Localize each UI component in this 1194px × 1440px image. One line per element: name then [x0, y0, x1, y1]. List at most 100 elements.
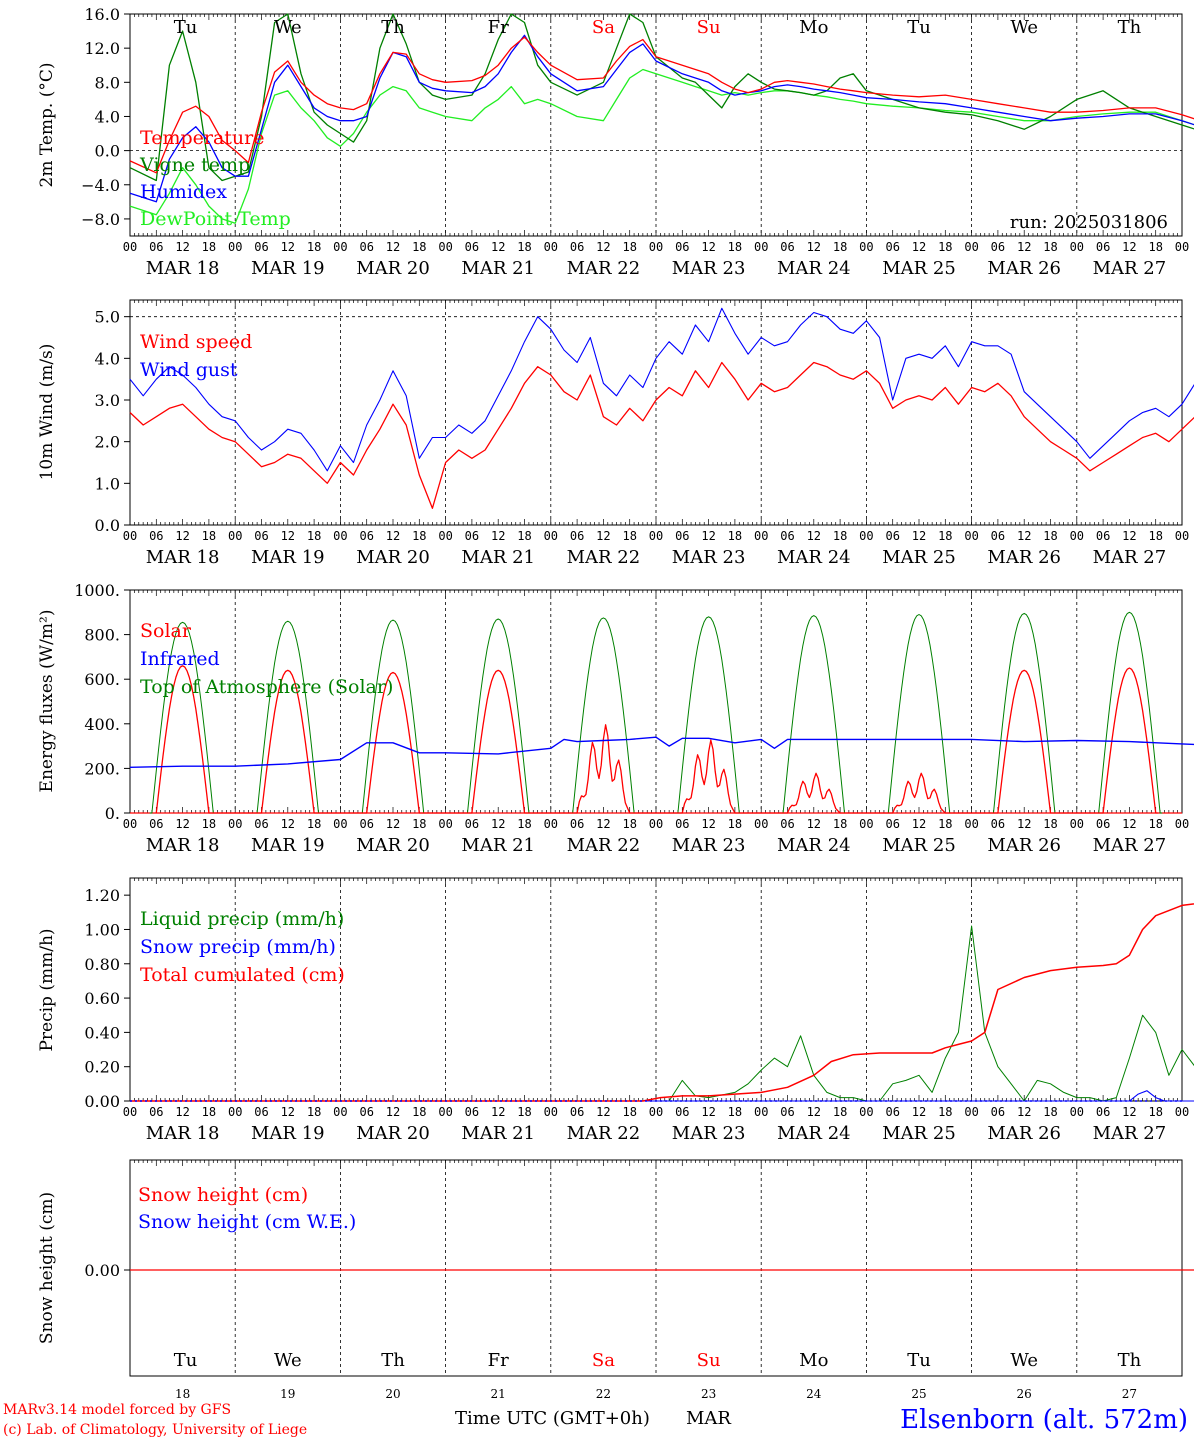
date-label: MAR 18: [146, 258, 220, 279]
hour-tick-label: 00: [649, 1105, 663, 1119]
day-name-label: Tu: [174, 1350, 198, 1371]
date-label: MAR 26: [987, 835, 1061, 856]
y-axis-label: 2m Temp. (°C): [37, 62, 57, 187]
day-name-label: Fr: [488, 17, 509, 38]
y-tick-label: 400.: [84, 715, 120, 734]
day-number-label: 24: [806, 1387, 822, 1401]
footer-station: Elsenborn (alt. 572m): [900, 1405, 1188, 1435]
hour-tick-label: 18: [622, 817, 636, 831]
day-number-label: 26: [1017, 1387, 1032, 1401]
date-label: MAR 23: [672, 258, 746, 279]
series-line-liquid-precip: [130, 925, 1194, 1102]
legend-total-cumulated-cm-: Total cumulated (cm): [140, 964, 345, 986]
date-label: MAR 22: [567, 547, 641, 568]
hour-tick-label: 00: [544, 1105, 558, 1119]
y-tick-label: 0.0: [95, 142, 120, 161]
series-line-temperature: [129, 36, 1194, 174]
hour-tick-label: 12: [175, 240, 189, 254]
series-line-total-cumulated: [130, 903, 1194, 1102]
hour-tick-label: 12: [175, 817, 189, 831]
y-tick-label: 16.0: [84, 5, 120, 24]
hour-tick-label: 06: [465, 240, 479, 254]
hour-tick-label: 18: [202, 817, 216, 831]
day-name-label: Th: [1118, 1350, 1142, 1371]
hour-tick-label: 00: [754, 1105, 768, 1119]
date-label: MAR 18: [146, 547, 220, 568]
hour-tick-label: 00: [544, 817, 558, 831]
hour-tick-label: 00: [544, 240, 558, 254]
hour-tick-label: 06: [675, 240, 689, 254]
day-name-label: Sa: [592, 1350, 615, 1371]
hour-tick-label: 06: [1096, 817, 1110, 831]
hour-tick-label: 06: [570, 1105, 584, 1119]
date-label: MAR 18: [146, 1123, 220, 1144]
hour-tick-label: 18: [833, 1105, 847, 1119]
hour-tick-label: 12: [281, 240, 295, 254]
y-tick-label: 5.0: [95, 308, 120, 327]
hour-tick-label: 06: [675, 817, 689, 831]
day-number-label: 23: [701, 1387, 716, 1401]
series-line-humidex: [129, 34, 1194, 203]
hour-tick-label: 00: [123, 1105, 137, 1119]
hour-tick-label: 18: [938, 529, 952, 543]
hour-tick-label: 12: [1122, 529, 1136, 543]
y-tick-label: −8.0: [81, 210, 120, 229]
y-tick-label: 0.00: [84, 1261, 120, 1280]
hour-tick-label: 12: [1122, 240, 1136, 254]
hour-tick-label: 00: [1175, 817, 1189, 831]
hour-tick-label: 18: [307, 240, 321, 254]
hour-tick-label: 00: [1175, 240, 1189, 254]
hour-tick-label: 06: [1096, 240, 1110, 254]
hour-tick-label: 18: [517, 529, 531, 543]
hour-tick-label: 00: [123, 529, 137, 543]
date-label: MAR 27: [1093, 835, 1167, 856]
hour-tick-label: 06: [359, 1105, 373, 1119]
date-label: MAR 26: [987, 547, 1061, 568]
panel-3: 1000. 800. 600. 400. 200. 0. Energy fluxes (W/…: [37, 581, 1194, 856]
hour-tick-label: 00: [1070, 1105, 1084, 1119]
hour-tick-label: 18: [728, 240, 742, 254]
day-number-label: 27: [1122, 1387, 1137, 1401]
series-line-wind-gust: [129, 307, 1194, 472]
date-label: MAR 23: [672, 1123, 746, 1144]
day-name-label: We: [1010, 1350, 1038, 1371]
date-label: MAR 21: [461, 258, 535, 279]
hour-tick-label: 12: [1017, 817, 1031, 831]
hour-tick-label: 00: [333, 240, 347, 254]
date-label: MAR 21: [461, 547, 535, 568]
y-tick-label: 800.: [84, 626, 120, 645]
hour-tick-label: 06: [780, 817, 794, 831]
hour-tick-label: 12: [386, 817, 400, 831]
hour-tick-label: 00: [859, 1105, 873, 1119]
legend-wind-gust: Wind gust: [140, 359, 238, 381]
series-line-snow-precip: [130, 1090, 1194, 1102]
hour-tick-label: 06: [149, 1105, 163, 1119]
date-label: MAR 23: [672, 835, 746, 856]
day-name-label: Tu: [907, 17, 931, 38]
footer-xlabel: Time UTC (GMT+0h): [455, 1408, 650, 1429]
hour-tick-label: 12: [596, 1105, 610, 1119]
hour-tick-label: 12: [491, 240, 505, 254]
hour-tick-label: 12: [701, 1105, 715, 1119]
date-label: MAR 21: [461, 835, 535, 856]
footer-group: MARv3.14 model forced by GFS (c) Lab. of…: [3, 1402, 1188, 1438]
hour-tick-label: 06: [254, 240, 268, 254]
hour-tick-label: 06: [359, 240, 373, 254]
y-tick-label: 1000.: [74, 581, 120, 600]
hour-tick-label: 18: [1148, 240, 1162, 254]
hour-tick-label: 06: [885, 1105, 899, 1119]
day-number-label: 21: [491, 1387, 506, 1401]
hour-tick-label: 00: [754, 529, 768, 543]
legend-humidex: Humidex: [140, 181, 227, 203]
hour-tick-label: 00: [754, 240, 768, 254]
y-tick-label: 3.0: [95, 391, 120, 410]
hour-tick-label: 06: [359, 529, 373, 543]
footer-model: MARv3.14 model forced by GFS: [3, 1402, 231, 1418]
date-label: MAR 20: [356, 835, 430, 856]
hour-tick-label: 18: [202, 1105, 216, 1119]
legend-vigne-temp: Vigne temp: [139, 154, 250, 176]
y-tick-label: 0.40: [84, 1023, 120, 1042]
hour-tick-label: 06: [149, 529, 163, 543]
hour-tick-label: 18: [412, 817, 426, 831]
